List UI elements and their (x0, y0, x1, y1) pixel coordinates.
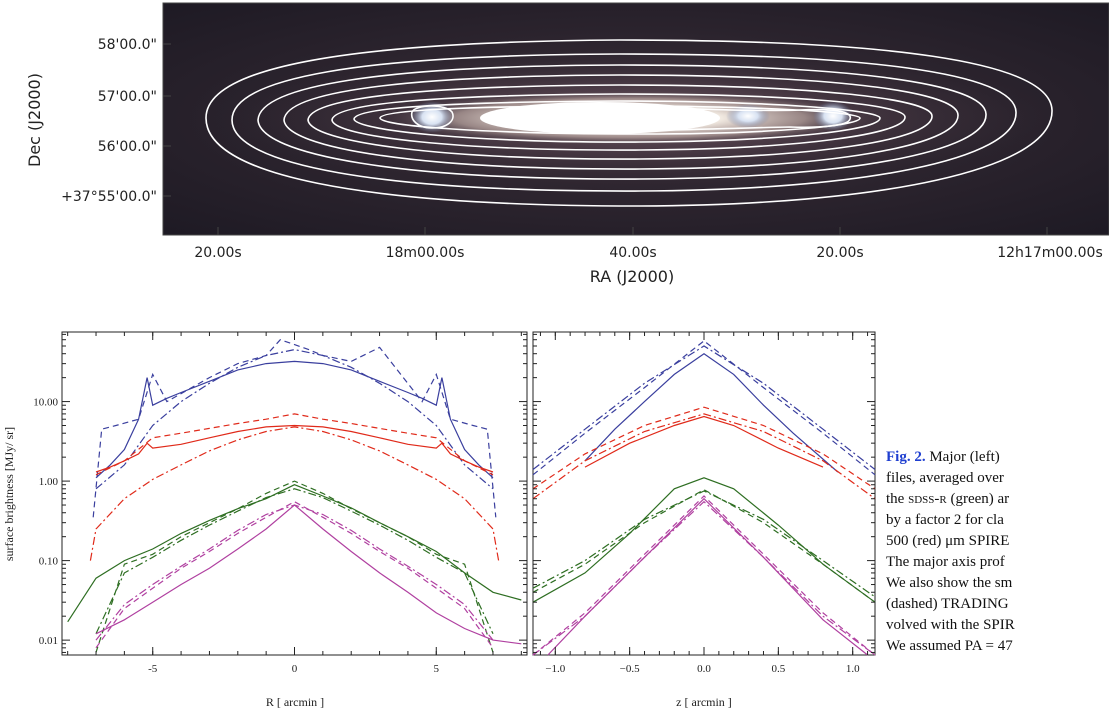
major-axis-xlabel: R [ arcmin ] (266, 695, 324, 709)
minor-axis-ticks: −1.0 −0.5 0.0 0.5 1.0 (533, 332, 875, 675)
top-frame (162, 2, 1109, 236)
x-tick-label: 0 (292, 663, 298, 675)
x-tick-label: 5 (434, 663, 440, 675)
major-axis-ylabel: surface brightness [MJy/ sr] (2, 427, 16, 561)
profile-line (95, 504, 522, 645)
major-axis-series (67, 339, 522, 653)
profile-line (532, 413, 876, 500)
ra-tick-label: 20.00s (194, 245, 241, 261)
profile-line (532, 340, 876, 476)
major-axis-panel: -5 0 5 0.01 0.10 1.00 10.00 R [ arcmin ] surfa… (2, 331, 528, 709)
ra-tick-label: 40.00s (609, 245, 656, 261)
x-tick-label: 0.0 (697, 663, 711, 675)
profile-line (95, 504, 494, 641)
caption-text: the (886, 491, 909, 507)
ra-tick-label: 18m00.00s (386, 245, 465, 261)
caption-text: by a factor 2 for cla (886, 512, 1004, 528)
y-tick-label: 1.00 (39, 476, 59, 488)
profile-line (95, 360, 494, 479)
dec-tick-label: 58'00.0" (98, 37, 157, 53)
profile-line (532, 490, 876, 598)
profile-line (532, 500, 876, 656)
minor-axis-series (532, 340, 876, 656)
dec-tick-label: 56'00.0" (98, 139, 157, 155)
contour-lines (205, 39, 1053, 207)
profile-line (95, 348, 494, 490)
ra-ticks: 20.00s 18m00.00s 40.00s 20.00s 12h17m00.… (194, 227, 1103, 261)
figure-caption: Fig. 2. Major (left) files, averaged ove… (886, 447, 1109, 715)
profile-line (95, 501, 494, 649)
ra-tick-label: 20.00s (816, 245, 863, 261)
caption-text: 500 (red) μm SPIRE (886, 533, 1010, 549)
x-tick-label: −0.5 (620, 663, 640, 675)
profile-line (532, 495, 876, 656)
minor-axis-panel: −1.0 −0.5 0.0 0.5 1.0 z [ arcmin ] (532, 331, 876, 709)
dec-tick-label: +37°55'00.0" (61, 189, 157, 205)
profile-line (584, 352, 839, 473)
profile-line (95, 424, 494, 473)
caption-text: (dashed) TRADING (886, 596, 1009, 612)
caption-text: The major axis prof (886, 554, 1005, 570)
y-tick-label: 10.00 (33, 397, 58, 409)
caption-text: volved with the SPIR (886, 617, 1015, 633)
profile-line (584, 415, 824, 468)
ra-tick-label: 12h17m00.00s (997, 245, 1103, 261)
caption-text: sdss-r (908, 491, 947, 507)
profile-line (89, 426, 500, 561)
profile-line (547, 497, 868, 656)
x-tick-label: 1.0 (846, 663, 860, 675)
profile-line (532, 406, 876, 490)
profile-line (92, 339, 497, 518)
profile-line (95, 413, 494, 476)
profile-line (95, 480, 494, 653)
y-tick-label: 0.10 (39, 556, 59, 568)
profile-line (532, 489, 876, 603)
profile-line (67, 484, 522, 623)
minor-axis-xlabel: z [ arcmin ] (676, 695, 732, 709)
caption-text: We also show the sm (886, 575, 1013, 591)
dec-ticks: 58'00.0" 57'00.0" 56'00.0" +37°55'00.0" (61, 37, 171, 205)
x-tick-label: 0.5 (771, 663, 785, 675)
x-tick-label: −1.0 (545, 663, 565, 675)
major-axis-ticks: -5 0 5 0.01 0.10 1.00 10.00 (33, 332, 527, 675)
x-tick-label: -5 (148, 663, 158, 675)
sky-image (163, 3, 1109, 235)
ra-axis-label: RA (J2000) (590, 267, 674, 286)
y-tick-label: 0.01 (39, 635, 58, 647)
major-axis-frame (61, 331, 528, 656)
caption-text: (green) ar (946, 491, 1010, 507)
profile-line (95, 488, 494, 635)
profile-line (532, 345, 876, 470)
sky-image-figure: 58'00.0" 57'00.0" 56'00.0" +37°55'00.0" … (25, 2, 1109, 286)
profile-line (532, 477, 876, 603)
dec-axis-label: Dec (J2000) (25, 73, 44, 167)
minor-axis-frame (532, 331, 876, 656)
caption-text: We assumed PA = 47 (886, 638, 1013, 654)
caption-text: files, averaged over (886, 470, 1004, 486)
figure-reference: Fig. 2. (886, 449, 926, 465)
caption-text: Major (left) (925, 449, 1000, 465)
dec-tick-label: 57'00.0" (98, 89, 157, 105)
